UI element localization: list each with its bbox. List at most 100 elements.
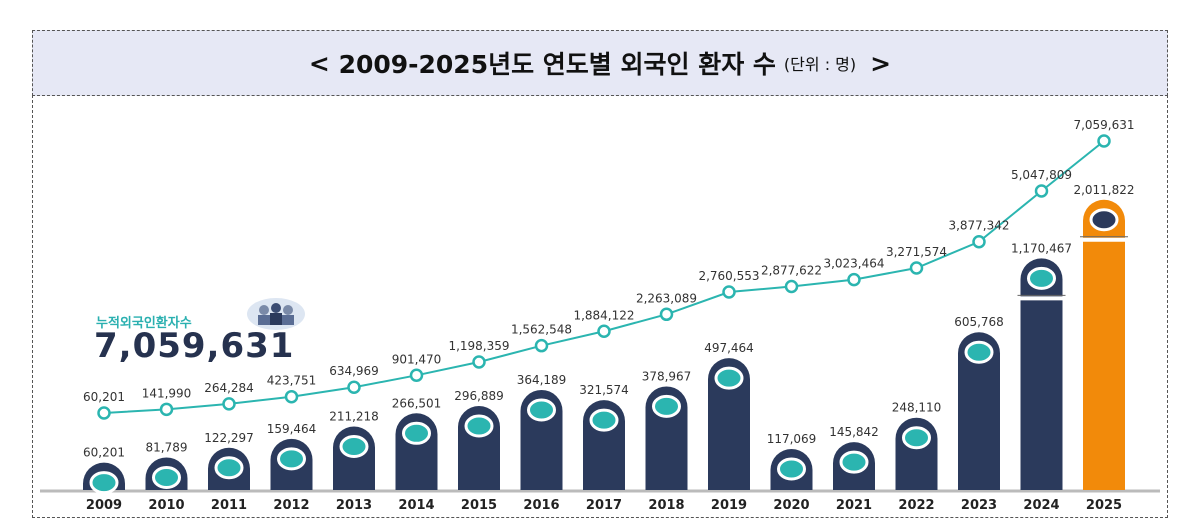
bar-marker-2019 xyxy=(714,366,744,390)
bar-label-2012: 159,464 xyxy=(267,422,317,436)
bar-marker-2018 xyxy=(652,394,681,418)
cumulative-line xyxy=(103,140,1105,414)
line-point-2019 xyxy=(722,285,736,299)
line-label-2021: 3,023,464 xyxy=(823,257,884,271)
line-label-2019: 2,760,553 xyxy=(698,269,759,283)
bar-label-2014: 266,501 xyxy=(392,396,442,410)
bar-marker-2023 xyxy=(964,340,994,364)
line-point-2014 xyxy=(409,368,424,383)
x-tick-2025: 2025 xyxy=(1086,498,1122,513)
bar-marker-2015 xyxy=(464,414,494,438)
x-tick-2023: 2023 xyxy=(961,498,997,513)
x-tick-2012: 2012 xyxy=(273,498,309,513)
line-label-2023: 3,877,342 xyxy=(948,219,1009,233)
line-point-2021 xyxy=(847,272,861,287)
bar-label-2017: 321,574 xyxy=(579,383,629,397)
line-point-2022 xyxy=(909,261,924,275)
bar-marker-2020 xyxy=(777,457,806,481)
line-point-2016 xyxy=(534,338,549,353)
line-point-2011 xyxy=(222,397,236,411)
x-tick-2015: 2015 xyxy=(461,498,497,513)
people-icon xyxy=(247,298,305,330)
bar-marker-2011 xyxy=(214,456,244,480)
bar-2019 xyxy=(708,358,750,490)
bar-label-2021: 145,842 xyxy=(829,425,879,439)
x-tick-2011: 2011 xyxy=(211,498,247,513)
bar-label-2010: 81,789 xyxy=(146,440,188,454)
line-point-2024 xyxy=(1034,184,1049,198)
unit-label: (단위 : 명) xyxy=(783,55,857,74)
line-label-2025: 7,059,631 xyxy=(1073,118,1134,132)
bar-marker-2025 xyxy=(1089,208,1119,232)
chart-title: 2009-2025년도 연도별 외국인 환자 수 xyxy=(338,50,776,79)
line-point-2013 xyxy=(347,380,361,394)
axis-break-2024 xyxy=(1017,296,1066,301)
line-point-2025 xyxy=(1097,134,1111,148)
cumulative-label: 누적외국인환자수 xyxy=(96,316,192,331)
bar-2025 xyxy=(1083,199,1125,491)
bar-marker-2021 xyxy=(839,450,869,474)
x-tick-2019: 2019 xyxy=(711,498,747,513)
line-label-2017: 1,884,122 xyxy=(573,308,634,322)
bar-2023 xyxy=(958,332,1000,490)
x-tick-2013: 2013 xyxy=(336,498,372,513)
line-point-2015 xyxy=(472,355,486,369)
line-point-2017 xyxy=(597,324,611,339)
line-label-2014: 901,470 xyxy=(392,352,442,366)
line-label-2022: 3,271,574 xyxy=(886,245,947,259)
line-point-2018 xyxy=(659,307,674,322)
line-point-2012 xyxy=(284,389,299,404)
bar-marker-2013 xyxy=(339,435,369,459)
line-point-2009 xyxy=(97,406,111,420)
x-tick-2021: 2021 xyxy=(836,498,872,513)
x-tick-2016: 2016 xyxy=(523,498,559,513)
bar-marker-2022 xyxy=(902,426,931,450)
bar-label-2024: 1,170,467 xyxy=(1011,241,1072,255)
x-tick-2010: 2010 xyxy=(148,498,184,513)
chart-title-bar: < 2009-2025년도 연도별 외국인 환자 수 (단위 : 명) > xyxy=(32,30,1168,96)
line-point-2010 xyxy=(159,402,174,417)
x-tick-2022: 2022 xyxy=(898,498,934,513)
x-tick-2017: 2017 xyxy=(586,498,622,513)
line-label-2010: 141,990 xyxy=(142,386,192,400)
x-tick-2014: 2014 xyxy=(398,498,434,513)
line-label-2015: 1,198,359 xyxy=(448,339,509,353)
title-prefix: < xyxy=(308,48,330,78)
bar-label-2020: 117,069 xyxy=(767,432,817,446)
line-point-2023 xyxy=(972,234,986,249)
bar-label-2009: 60,201 xyxy=(83,446,125,460)
axis-break-2025 xyxy=(1080,237,1128,242)
title-suffix: > xyxy=(870,48,892,78)
line-label-2009: 60,201 xyxy=(83,390,125,404)
line-point-2020 xyxy=(784,279,799,294)
x-tick-2009: 2009 xyxy=(86,498,122,513)
bar-label-2025: 2,011,822 xyxy=(1073,183,1134,197)
line-label-2012: 423,751 xyxy=(267,374,317,388)
bar-label-2022: 248,110 xyxy=(892,401,942,415)
bar-marker-2010 xyxy=(152,465,181,489)
bar-label-2019: 497,464 xyxy=(704,341,754,355)
line-label-2011: 264,284 xyxy=(204,381,254,395)
x-tick-2024: 2024 xyxy=(1023,498,1059,513)
x-tick-2020: 2020 xyxy=(773,498,809,513)
line-label-2024: 5,047,809 xyxy=(1011,168,1072,182)
bar-2024 xyxy=(1020,258,1063,490)
bar-marker-2014 xyxy=(402,421,431,445)
bar-marker-2016 xyxy=(527,398,556,422)
line-label-2013: 634,969 xyxy=(329,364,379,378)
bar-marker-2009 xyxy=(89,471,119,495)
bar-label-2015: 296,889 xyxy=(454,389,504,403)
bar-marker-2017 xyxy=(589,408,619,432)
cumulative-value: 7,059,631 xyxy=(94,326,295,366)
bar-marker-2012 xyxy=(277,447,306,471)
line-label-2016: 1,562,548 xyxy=(511,323,572,337)
line-label-2018: 2,263,089 xyxy=(636,291,697,305)
x-tick-2018: 2018 xyxy=(648,498,684,513)
bar-marker-2024 xyxy=(1027,266,1056,290)
bar-label-2011: 122,297 xyxy=(204,431,254,445)
line-label-2020: 2,877,622 xyxy=(761,264,822,278)
bar-label-2018: 378,967 xyxy=(642,369,692,383)
bar-label-2016: 364,189 xyxy=(517,373,567,387)
bar-label-2013: 211,218 xyxy=(329,410,379,424)
